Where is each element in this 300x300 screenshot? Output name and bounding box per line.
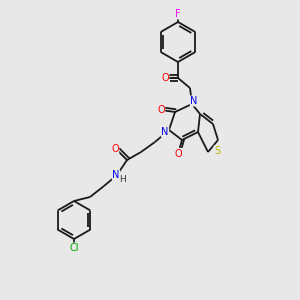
Text: N: N <box>112 170 120 180</box>
Text: O: O <box>111 144 119 154</box>
Text: O: O <box>161 73 169 83</box>
Text: N: N <box>161 127 169 137</box>
Text: F: F <box>175 9 181 19</box>
Text: Cl: Cl <box>69 243 79 253</box>
Text: S: S <box>214 146 220 156</box>
Text: O: O <box>157 105 165 115</box>
Text: N: N <box>190 96 198 106</box>
Text: O: O <box>174 149 182 159</box>
Text: H: H <box>120 175 126 184</box>
